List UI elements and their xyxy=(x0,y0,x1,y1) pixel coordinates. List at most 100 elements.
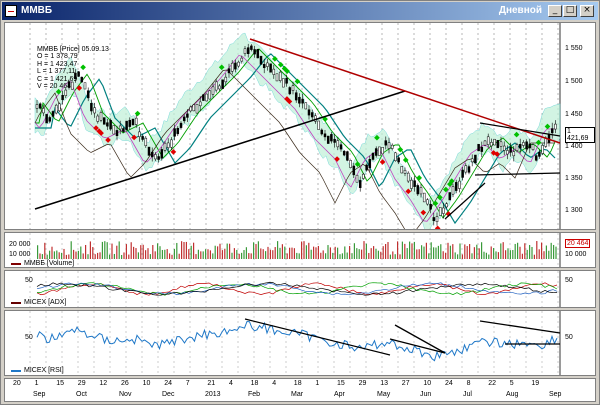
candle-body xyxy=(234,62,237,70)
time-axis-month-label: Jun xyxy=(420,391,432,398)
price-axis-label: 1 400 xyxy=(565,143,583,150)
candle-body xyxy=(323,133,327,138)
fractal-down-marker xyxy=(131,134,137,141)
candle-body xyxy=(58,103,61,112)
volume-bar xyxy=(512,249,514,259)
candle-body xyxy=(99,112,103,121)
candle-body xyxy=(186,113,189,118)
price-panel[interactable]: MMBБ [Price] 05.09.13 O = 1 378,79 H = 1… xyxy=(4,22,596,230)
lagging-line xyxy=(34,69,555,229)
volume-bar xyxy=(250,253,252,259)
candle-body xyxy=(54,104,58,114)
volume-bar xyxy=(111,243,113,259)
fractal-down-marker xyxy=(445,211,452,217)
candle-body xyxy=(38,103,42,109)
rsi-chart xyxy=(29,311,561,375)
adx-panel[interactable]: 50 50 MICEX [ADX] xyxy=(4,270,596,308)
volume-bar xyxy=(305,245,307,259)
volume-bar xyxy=(363,241,365,259)
fractal-down-marker xyxy=(76,85,83,91)
volume-bar xyxy=(346,252,348,259)
title-bar[interactable]: MMBБ Дневной _ □ × xyxy=(2,2,598,20)
volume-bar xyxy=(164,249,166,259)
volume-bar xyxy=(63,248,65,259)
candle-body xyxy=(534,155,538,161)
volume-bar xyxy=(529,244,531,259)
volume-bar xyxy=(349,246,351,259)
candle-body xyxy=(384,140,388,146)
volume-panel[interactable]: 20 000 10 000 10 000 20 464 MMBБ [Volume… xyxy=(4,232,596,268)
volume-bar xyxy=(317,245,319,259)
volume-bar xyxy=(135,248,137,259)
candle-body xyxy=(310,112,314,118)
candle-body xyxy=(128,119,132,127)
candle-body xyxy=(230,62,234,72)
candle-body xyxy=(93,107,96,114)
candle-body xyxy=(202,94,205,101)
volume-bar xyxy=(461,254,463,259)
volume-bar xyxy=(128,254,130,259)
volume-bar xyxy=(262,249,264,259)
volume-bar xyxy=(104,241,106,259)
time-axis-month-label: Aug xyxy=(506,391,519,398)
volume-bar xyxy=(92,247,94,259)
volume-bar xyxy=(173,248,175,259)
volume-bar xyxy=(298,253,300,259)
fractal-down-marker xyxy=(379,159,386,165)
volume-bar xyxy=(495,251,497,259)
volume-bar xyxy=(267,246,269,259)
volume-bar xyxy=(545,245,547,259)
candle-body xyxy=(419,187,423,195)
time-axis-day-label: 5 xyxy=(509,380,514,387)
candle-body xyxy=(150,151,154,158)
time-axis[interactable]: 20 1 15 29 12 26 10 24 7 21 4 18 4 18 1 15 29 13 27 10 24 8 22… xyxy=(4,378,596,402)
volume-bar xyxy=(200,251,202,259)
info-volume: V = 20 464 xyxy=(37,83,72,91)
volume-bar xyxy=(457,254,459,259)
volume-bar xyxy=(248,253,250,259)
candle-body xyxy=(397,157,400,163)
volume-bar xyxy=(488,254,490,259)
candle-body xyxy=(464,165,468,173)
time-axis-day-label: 19 xyxy=(531,380,540,387)
candle-body xyxy=(307,109,311,116)
volume-bar xyxy=(502,242,504,259)
volume-bar xyxy=(116,245,118,259)
rsi-panel[interactable]: 50 50 MICEX [RSI] xyxy=(4,310,596,376)
time-axis-day-label: 4 xyxy=(229,380,233,387)
volume-bar xyxy=(325,253,327,259)
volume-bar xyxy=(437,245,439,259)
volume-bar xyxy=(334,246,336,259)
volume-bar xyxy=(351,253,353,259)
candle-body xyxy=(253,49,256,55)
volume-bar xyxy=(245,247,247,259)
candle-body xyxy=(160,149,164,159)
volume-bar xyxy=(272,250,274,259)
time-axis-day-label: 13 xyxy=(380,380,388,387)
volume-bar xyxy=(195,254,197,259)
volume-bar xyxy=(289,247,291,259)
adx-legend-label: MICEX [ADX] xyxy=(24,299,67,306)
volume-bar xyxy=(118,241,120,259)
volume-bar xyxy=(241,252,243,259)
candle-body xyxy=(512,151,516,157)
adx-axis-label: 50 xyxy=(565,277,573,284)
fractal-up-marker xyxy=(374,134,380,141)
candle-body xyxy=(301,98,304,104)
volume-bar xyxy=(423,246,425,259)
close-button[interactable]: × xyxy=(580,5,594,17)
volume-bar xyxy=(464,244,466,259)
rsi-legend-swatch xyxy=(11,369,21,372)
candle-body xyxy=(61,95,64,101)
candle-body xyxy=(346,151,349,161)
minimize-button[interactable]: _ xyxy=(548,5,562,17)
volume-bar xyxy=(70,241,72,259)
candle-body xyxy=(214,81,218,91)
volume-bar xyxy=(483,251,485,259)
candle-body xyxy=(429,203,432,210)
maximize-button[interactable]: □ xyxy=(563,5,577,17)
volume-bar xyxy=(73,249,75,259)
candle-body xyxy=(211,86,215,95)
volume-bar xyxy=(113,253,115,259)
volume-bar xyxy=(68,254,70,259)
